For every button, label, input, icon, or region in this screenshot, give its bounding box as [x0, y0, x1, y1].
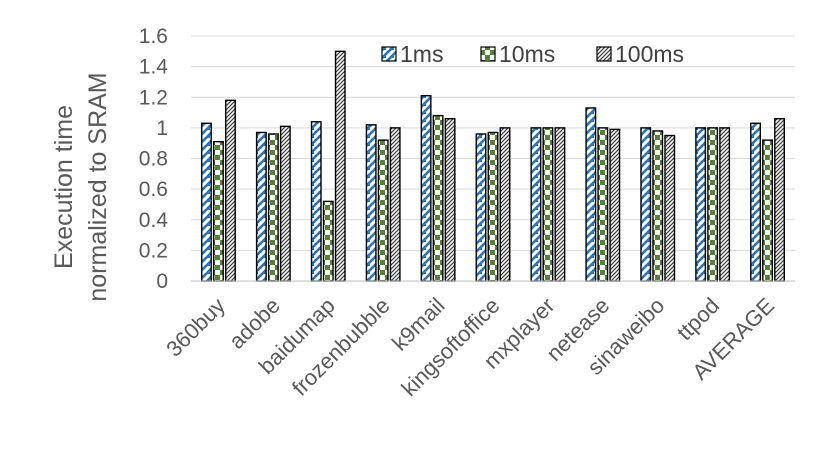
bar-100ms-frozenbubble [389, 127, 401, 282]
bar-1ms-mxplayer [530, 127, 542, 282]
y-tick-label: 1.4 [139, 56, 169, 79]
y-tick-label: 1 [156, 117, 168, 140]
bar-10ms-360buy [213, 140, 224, 282]
bar-100ms-netease [609, 128, 621, 282]
bar-100ms-sinaweibo [664, 134, 676, 282]
bar-100ms-adobe [279, 125, 291, 282]
bar-10ms-sinaweibo [652, 130, 664, 282]
y-tick-label: 0.2 [139, 239, 168, 262]
bar-10ms-frozenbubble [377, 139, 389, 282]
bar-1ms-ttpod [695, 127, 707, 282]
y-axis-label-line-1: Execution time [50, 105, 78, 269]
bar-100ms-mxplayer [554, 127, 566, 282]
bar-10ms-baidumap [322, 200, 334, 282]
bar-1ms-k9mail [420, 95, 432, 282]
x-axis-category-labels: 360buyadobebaidumapfrozenbubblek9mailkin… [161, 293, 779, 401]
y-tick-label: 1.6 [139, 25, 168, 48]
legend-swatch-10ms [480, 46, 496, 62]
legend-label-10ms: 10ms [499, 41, 555, 67]
bar-100ms-360buy [225, 99, 236, 282]
bar-100ms-AVERAGE [774, 117, 785, 282]
bar-10ms-ttpod [707, 127, 719, 282]
bar-1ms-kingsoftoffice [475, 133, 487, 282]
bar-100ms-ttpod [719, 127, 731, 282]
bar-100ms-kingsoftoffice [499, 127, 511, 282]
bar-1ms-baidumap [310, 121, 322, 282]
bar-100ms-baidumap [334, 50, 346, 282]
y-tick-label: 1.2 [139, 86, 168, 109]
bar-1ms-sinaweibo [640, 127, 652, 282]
bar-1ms-360buy [201, 122, 212, 282]
bar-10ms-AVERAGE [762, 139, 773, 282]
bar-1ms-AVERAGE [750, 122, 761, 282]
y-tick-label: 0.6 [139, 178, 168, 201]
bar-10ms-netease [597, 127, 609, 282]
bar-1ms-adobe [255, 131, 267, 282]
y-tick-label: 0.8 [139, 148, 168, 171]
bar-1ms-netease [585, 107, 597, 282]
bar-10ms-adobe [267, 133, 279, 282]
y-tick-label: 0.4 [139, 209, 169, 232]
bar-10ms-kingsoftoffice [487, 131, 499, 282]
bar-10ms-mxplayer [542, 127, 554, 282]
legend-label-1ms: 1ms [400, 41, 443, 67]
bar-1ms-frozenbubble [365, 124, 377, 282]
x-tick-label: 360buy [161, 293, 230, 362]
y-tick-label: 0 [156, 270, 168, 293]
bars [201, 50, 785, 282]
bar-100ms-k9mail [444, 117, 456, 282]
bar-10ms-k9mail [432, 114, 444, 282]
y-axis-label-line-2: normalized to SRAM [84, 72, 112, 301]
legend: 1ms 10ms 100ms [381, 41, 684, 67]
legend-label-100ms: 100ms [615, 41, 684, 67]
y-axis-ticks: 0 0.2 0.4 0.6 0.8 1 1.2 1.4 1.6 [139, 25, 169, 293]
legend-swatch-1ms [381, 46, 397, 62]
legend-swatch-100ms [596, 46, 612, 62]
